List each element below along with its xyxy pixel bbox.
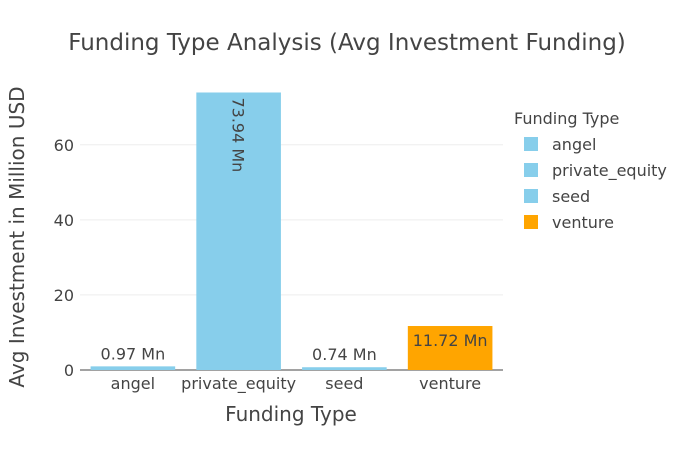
legend-title: Funding Type [514,109,619,128]
legend-label: venture [552,213,614,232]
legend-label: angel [552,135,596,154]
y-tick-label: 20 [54,286,74,305]
y-axis-title: Avg Investment in Million USD [5,86,29,387]
x-tick-label: angel [111,374,155,393]
bar-seed [302,367,387,370]
bar-private-equity [196,92,281,371]
x-tick-label: seed [325,374,363,393]
data-label: 73.94 Mn [229,97,248,172]
data-label: 0.97 Mn [101,344,166,363]
legend-swatch [524,215,538,229]
bar-venture [407,326,493,370]
y-tick-label: 40 [54,211,74,230]
y-axis-ticks: 0 20 40 60 [54,136,74,380]
x-axis-ticks: angel private_equity seed venture [111,374,481,394]
data-label: 11.72 Mn [413,331,488,350]
x-tick-label: venture [419,374,481,393]
legend-label: seed [552,187,590,206]
y-tick-label: 60 [54,136,74,155]
data-labels: 0.97 Mn 73.94 Mn 0.74 Mn 11.72 Mn [101,97,488,364]
legend-swatch [524,163,538,177]
bars [90,92,493,371]
x-axis-title: Funding Type [225,402,357,426]
y-tick-label: 0 [64,361,74,380]
chart-title: Funding Type Analysis (Avg Investment Fu… [68,30,626,56]
data-label: 0.74 Mn [312,345,377,364]
legend-label: private_equity [552,161,667,181]
x-tick-label: private_equity [181,374,296,394]
legend-swatch [524,189,538,203]
legend-swatch [524,137,538,151]
bar-angel [90,366,176,370]
